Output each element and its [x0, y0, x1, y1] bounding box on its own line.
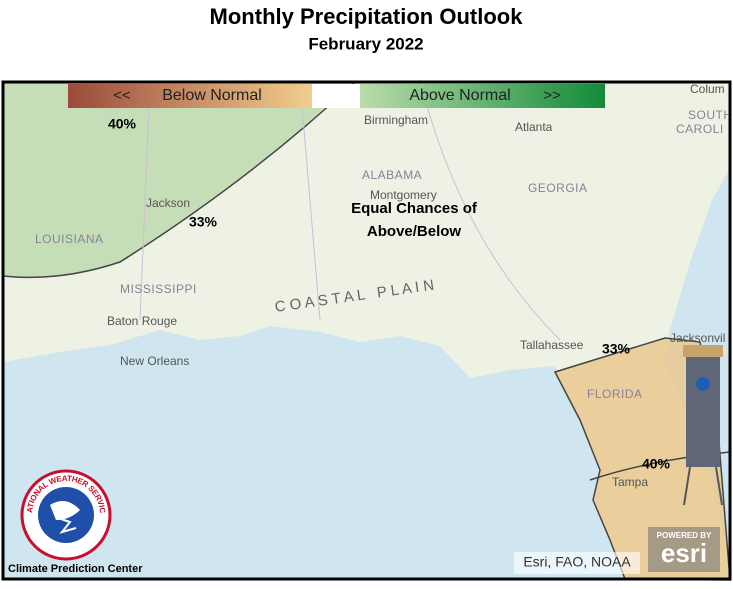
- legend-below: [68, 84, 312, 108]
- place-label: Jackson: [146, 196, 190, 210]
- state-label: MISSISSIPPI: [120, 282, 197, 296]
- nws-bolt: [57, 517, 77, 534]
- annotation: Above/Below: [367, 223, 462, 240]
- contour-label: 33%: [189, 214, 218, 230]
- legend-normal: [312, 84, 360, 108]
- attribution-box: [514, 552, 640, 574]
- contour-label: 33%: [602, 341, 631, 357]
- map-frame: [1, 80, 732, 581]
- place-label: Colum: [690, 82, 725, 96]
- state-label: FLORIDA: [587, 387, 643, 401]
- attribution: Esri, FAO, NOAA: [523, 554, 631, 570]
- state-border: [419, 79, 561, 341]
- contour-label: 40%: [108, 116, 137, 132]
- rain-gauge: [683, 345, 723, 506]
- legend-above: [360, 84, 605, 108]
- above-normal-zone: [2, 81, 357, 279]
- esri-logo: [648, 527, 720, 572]
- state-border: [299, 81, 321, 321]
- place-label: Baton Rouge: [107, 314, 177, 328]
- legend-text: >>: [543, 87, 561, 104]
- annotation: Equal Chances of: [351, 200, 478, 217]
- esri-powered: POWERED BY: [657, 531, 712, 540]
- legend-text: <<: [113, 87, 131, 104]
- place-label: Birmingham: [364, 113, 428, 127]
- contour-label: 40%: [642, 456, 671, 472]
- title: Monthly Precipitation Outlook: [210, 4, 524, 29]
- legend-text: Above Normal: [409, 87, 510, 104]
- state-label: ALABAMA: [362, 168, 422, 182]
- place-label: Tallahassee: [520, 338, 584, 352]
- place-label: Tampa: [612, 475, 648, 489]
- place-label: Montgomery: [370, 188, 437, 202]
- place-label: Atlanta: [515, 120, 553, 134]
- esri-word: esri: [661, 538, 707, 568]
- place-label: Jacksonvil: [670, 331, 725, 345]
- legend-text: Below Normal: [162, 87, 262, 104]
- gulf-water: [3, 326, 625, 579]
- state-label: LOUISIANA: [35, 232, 104, 246]
- gauge-body: [686, 357, 720, 467]
- gauge-leg: [715, 466, 723, 506]
- center-credit: Climate Prediction Center: [8, 563, 143, 575]
- gauge-top: [683, 345, 723, 357]
- gauge-leg: [683, 466, 691, 506]
- place-label: New Orleans: [120, 354, 189, 368]
- gauge-badge: [696, 377, 710, 391]
- subtitle: February 2022: [308, 34, 423, 53]
- nws-cloud: [50, 501, 80, 520]
- state-label: SOUTH: [688, 108, 733, 122]
- state-border: [139, 81, 151, 321]
- state-label: CAROLI: [676, 122, 724, 136]
- state-label: GEORGIA: [528, 181, 588, 195]
